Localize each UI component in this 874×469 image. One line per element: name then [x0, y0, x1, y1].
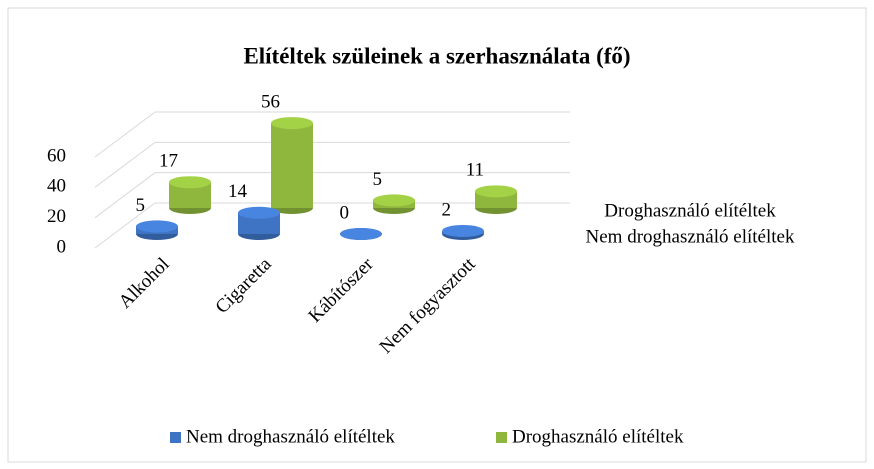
cylinder-top [340, 228, 382, 240]
cylinder-top [271, 117, 313, 130]
value-label: 17 [159, 151, 178, 172]
value-label: 5 [373, 169, 383, 190]
cylinder-body [238, 212, 280, 234]
cylinder-top [475, 185, 517, 198]
depth-axis-label: Droghasználó elítéltek [604, 200, 776, 221]
grid-line [94, 202, 570, 249]
value-label: 11 [466, 160, 484, 181]
cylinder-top [136, 220, 178, 233]
cylinder-top [169, 176, 211, 189]
cylinder [340, 228, 382, 240]
cylinder [442, 224, 484, 240]
cylinder [169, 176, 211, 214]
cylinder [136, 220, 178, 240]
cylinder-top [373, 194, 415, 207]
y-tick-label: 40 [47, 176, 66, 197]
cylinder [238, 206, 280, 240]
value-label: 14 [228, 181, 248, 202]
cylinder-body [271, 123, 313, 208]
legend-label: Droghasználó elítéltek [512, 426, 684, 447]
cylinder [373, 194, 415, 214]
grid-line [94, 172, 570, 219]
grid-line [94, 141, 570, 188]
y-tick-label: 0 [57, 236, 67, 257]
cylinder-top [238, 206, 280, 219]
chart-title: Elítéltek szüleinek a szerhasználata (fő… [243, 43, 630, 68]
value-label: 2 [442, 199, 452, 220]
legend-label: Nem droghasználó elítéltek [186, 426, 395, 447]
value-label: 56 [261, 91, 280, 112]
cylinder [475, 185, 517, 214]
value-label: 0 [340, 202, 350, 223]
y-tick-label: 20 [47, 206, 66, 227]
y-tick-label: 60 [47, 145, 66, 166]
legend-swatch [170, 432, 181, 443]
grid-line [94, 111, 570, 158]
cylinder [271, 117, 313, 214]
cylinder-top [442, 224, 484, 237]
legend-swatch [496, 432, 507, 443]
value-label: 5 [136, 195, 146, 216]
depth-axis-label: Nem droghasználó elítéltek [586, 226, 795, 247]
